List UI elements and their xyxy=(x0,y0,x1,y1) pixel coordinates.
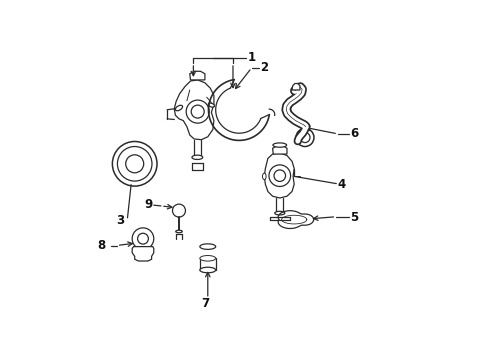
Text: 9: 9 xyxy=(143,198,152,211)
Ellipse shape xyxy=(274,211,284,215)
Polygon shape xyxy=(291,84,299,90)
Circle shape xyxy=(137,233,148,244)
Circle shape xyxy=(299,132,309,143)
Text: 3: 3 xyxy=(116,214,124,227)
Circle shape xyxy=(125,155,143,173)
Text: 5: 5 xyxy=(349,211,358,224)
Polygon shape xyxy=(189,71,204,80)
Ellipse shape xyxy=(200,267,215,273)
Ellipse shape xyxy=(200,256,215,261)
Text: 8: 8 xyxy=(98,239,106,252)
Text: 6: 6 xyxy=(349,127,358,140)
Circle shape xyxy=(172,204,185,217)
Polygon shape xyxy=(132,247,153,261)
Circle shape xyxy=(117,147,152,181)
Circle shape xyxy=(268,165,290,186)
Circle shape xyxy=(132,228,153,249)
Polygon shape xyxy=(272,146,286,154)
Ellipse shape xyxy=(262,173,265,180)
Circle shape xyxy=(273,170,285,181)
Text: 2: 2 xyxy=(260,61,267,74)
Circle shape xyxy=(186,100,209,123)
Ellipse shape xyxy=(175,105,182,111)
Polygon shape xyxy=(174,80,213,140)
Ellipse shape xyxy=(208,103,214,107)
Polygon shape xyxy=(264,153,294,198)
Ellipse shape xyxy=(175,230,182,233)
Circle shape xyxy=(191,105,204,118)
Text: 4: 4 xyxy=(337,178,345,191)
Ellipse shape xyxy=(200,244,215,249)
Text: 1: 1 xyxy=(247,51,255,64)
Circle shape xyxy=(112,141,157,186)
Ellipse shape xyxy=(272,143,286,147)
Circle shape xyxy=(295,129,313,147)
Ellipse shape xyxy=(192,155,203,159)
Text: 7: 7 xyxy=(201,297,208,310)
